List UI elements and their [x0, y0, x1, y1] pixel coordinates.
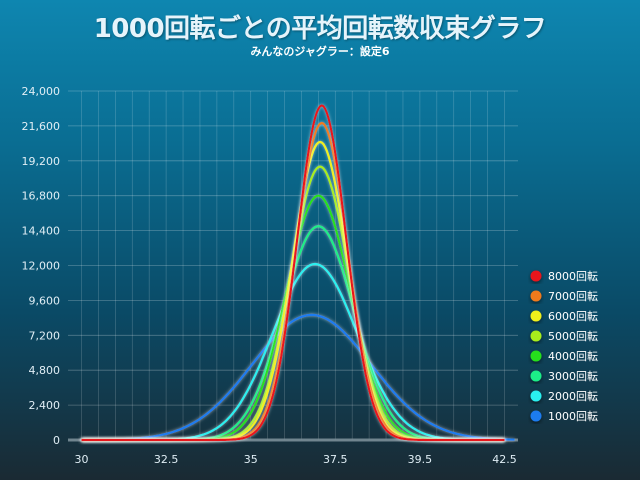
y-tick-label: 7,200	[29, 329, 61, 342]
legend-item[interactable]: 5000回転	[527, 330, 598, 343]
legend-item[interactable]: 8000回転	[527, 270, 598, 283]
series-line	[81, 140, 505, 442]
series-line	[81, 313, 515, 441]
y-tick-label: 12,000	[22, 260, 61, 273]
x-tick-label: 37.5	[323, 453, 348, 466]
y-tick-label: 24,000	[22, 85, 61, 98]
legend-item[interactable]: 1000回転	[527, 410, 598, 423]
series-line	[81, 194, 505, 442]
x-tick-label: 30	[75, 453, 89, 466]
chart-title: 1000回転ごとの平均回転数収束グラフ	[93, 14, 547, 44]
legend-swatch-marker	[530, 390, 542, 402]
legend-swatch-marker	[530, 370, 542, 382]
y-tick-label: 16,800	[22, 190, 61, 203]
series-line	[81, 165, 505, 442]
series-line	[81, 104, 505, 442]
legend[interactable]: 8000回転 7000回転 6000回転 5000回転 4000回転 3000回転 2000…	[527, 270, 598, 423]
legend-swatch-marker	[530, 330, 542, 342]
legend-label: 1000回転	[548, 410, 598, 423]
series-layer	[81, 104, 515, 442]
y-tick-label: 19,200	[22, 155, 61, 168]
x-tick-label: 39.5	[408, 453, 433, 466]
legend-swatch-marker	[530, 310, 542, 322]
x-tick-label: 35	[244, 453, 258, 466]
legend-swatch-marker	[530, 350, 542, 362]
legend-item[interactable]: 2000回転	[527, 390, 598, 403]
legend-item[interactable]: 3000回転	[527, 370, 598, 383]
legend-label: 3000回転	[548, 370, 598, 383]
legend-swatch-marker	[530, 410, 542, 422]
x-tick-label: 32.5	[154, 453, 179, 466]
y-tick-label: 2,400	[29, 399, 61, 412]
legend-label: 2000回転	[548, 390, 598, 403]
legend-label: 7000回転	[548, 290, 598, 303]
legend-label: 5000回転	[548, 330, 598, 343]
legend-label: 4000回転	[548, 350, 598, 363]
grid	[68, 90, 518, 441]
y-tick-label: 4,800	[29, 364, 61, 377]
y-tick-label: 9,600	[29, 294, 61, 307]
y-tick-label: 14,400	[22, 225, 61, 238]
legend-item[interactable]: 4000回転	[527, 350, 598, 363]
legend-swatch-marker	[530, 270, 542, 282]
legend-item[interactable]: 7000回転	[527, 290, 598, 303]
legend-label: 6000回転	[548, 310, 598, 323]
x-tick-label: 42.5	[492, 453, 517, 466]
chart-subtitle: みんなのジャグラー：設定6	[250, 45, 390, 58]
legend-item[interactable]: 6000回転	[527, 310, 598, 323]
y-tick-label: 21,600	[22, 120, 61, 133]
series-line	[81, 262, 505, 442]
legend-label: 8000回転	[548, 270, 598, 283]
y-tick-label: 0	[53, 434, 60, 447]
legend-swatch-marker	[530, 290, 542, 302]
